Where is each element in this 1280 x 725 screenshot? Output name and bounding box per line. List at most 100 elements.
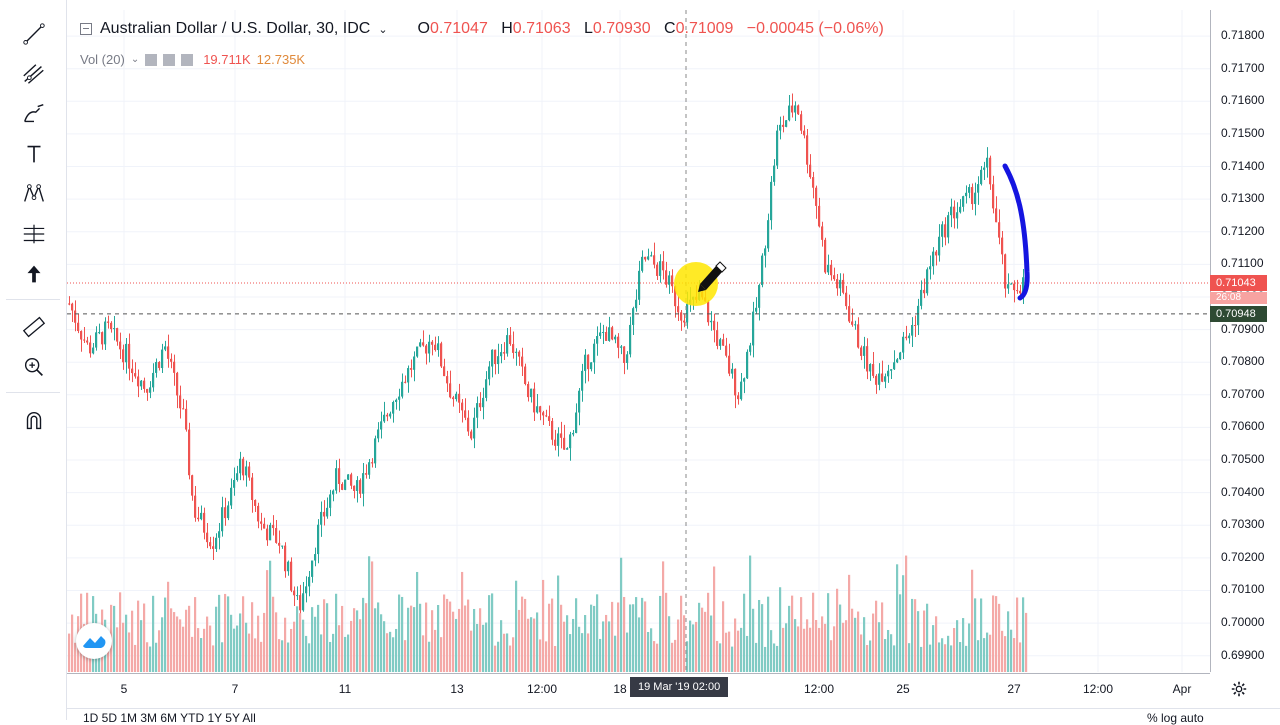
candle-body <box>941 224 944 237</box>
volume-bar <box>617 602 620 672</box>
candle-body <box>197 517 200 520</box>
candle-body <box>116 328 119 342</box>
measure-projection-icon[interactable] <box>17 217 51 251</box>
volume-bar <box>314 616 317 672</box>
ohlc-values: O0.71047 H0.71063 L0.70930 C0.71009 −0.0… <box>417 20 884 37</box>
volume-label[interactable]: Vol (20) <box>80 52 125 67</box>
candle-body <box>485 379 488 398</box>
scale-buttons[interactable]: % log auto <box>1147 711 1204 725</box>
volume-bar <box>827 593 830 672</box>
candle-body <box>416 346 419 357</box>
price-chart[interactable] <box>67 10 1210 672</box>
volume-bar <box>584 615 587 672</box>
candle-body <box>887 370 890 377</box>
candle-body <box>242 458 245 476</box>
volume-bar <box>581 633 584 672</box>
candle-body <box>530 388 533 398</box>
volume-bar <box>593 605 596 672</box>
time-axis[interactable]: 5 7 11 13 12:00 18 12:00 25 27 12:00 Apr <box>67 673 1210 708</box>
trend-line-icon[interactable] <box>17 17 51 51</box>
candle-body <box>356 480 359 491</box>
volume-bar <box>416 571 419 672</box>
volume-bar <box>533 618 536 672</box>
volume-bar <box>920 646 923 672</box>
volume-bar <box>380 614 383 672</box>
candle-body <box>251 477 254 501</box>
volume-bar <box>413 607 416 672</box>
volume-bar <box>149 646 152 672</box>
chevron-down-icon[interactable]: ⌄ <box>130 54 140 65</box>
tradingview-logo[interactable] <box>76 623 112 659</box>
volume-bar <box>524 598 527 672</box>
time-tick-label: 11 <box>338 682 352 696</box>
candle-body <box>206 532 209 543</box>
volume-bar <box>704 611 707 672</box>
price-tick-label: 0.71400 <box>1221 158 1265 173</box>
candle-body <box>986 157 989 168</box>
candle-body <box>407 368 410 383</box>
volume-bar <box>950 645 953 672</box>
volume-bar <box>191 636 194 672</box>
candle-body <box>293 590 296 596</box>
candle-body <box>578 390 581 413</box>
arrow-up-icon[interactable] <box>17 257 51 291</box>
volume-bar <box>692 624 695 672</box>
volume-bar <box>167 581 170 672</box>
gear-icon[interactable] <box>1226 677 1252 701</box>
ruler-icon[interactable] <box>17 310 51 344</box>
volume-bar <box>488 595 491 672</box>
candle-body <box>620 346 623 348</box>
symbol-title[interactable]: Australian Dollar / U.S. Dollar, 30, IDC <box>100 20 371 37</box>
candle-body <box>668 275 671 285</box>
candle-body <box>434 344 437 351</box>
candle-body <box>158 361 161 369</box>
candle-body <box>932 251 935 267</box>
text-icon[interactable] <box>17 137 51 171</box>
zoom-in-icon[interactable] <box>17 350 51 384</box>
candle-body <box>296 595 299 597</box>
collapse-legend-button[interactable] <box>80 23 92 35</box>
range-buttons[interactable]: 1D 5D 1M 3M 6M YTD 1Y 5Y All <box>83 711 256 725</box>
candle-body <box>515 351 518 353</box>
candle-body <box>107 321 110 323</box>
volume-bar <box>803 628 806 672</box>
volume-bar <box>278 639 281 672</box>
volume-bar <box>206 616 209 672</box>
candle-body <box>473 417 476 439</box>
volume-bar <box>281 640 284 672</box>
volume-bar <box>563 621 566 672</box>
candle-body <box>119 341 122 350</box>
candle-body <box>68 303 71 305</box>
volume-bar <box>956 620 959 672</box>
candle-body <box>110 322 113 330</box>
candle-body <box>146 388 149 393</box>
candle-body <box>188 429 191 476</box>
chevron-down-icon[interactable]: ⌄ <box>378 23 388 36</box>
pitchfork-icon[interactable] <box>17 57 51 91</box>
volume-bar <box>512 637 515 672</box>
volume-bar <box>908 643 911 672</box>
candle-body <box>71 303 74 311</box>
volume-bar <box>650 628 653 672</box>
candle-body <box>413 356 416 370</box>
chart-pane[interactable] <box>67 10 1210 672</box>
brush-icon[interactable] <box>17 97 51 131</box>
candle-body <box>992 184 995 209</box>
price-axis[interactable]: 0.71800 0.71700 0.71600 0.71500 0.71400 0.713… <box>1210 10 1280 672</box>
crosshair-time-label: 19 Mar '19 02:00 <box>630 677 729 697</box>
volume-bar <box>890 634 893 672</box>
volume-bar <box>215 606 218 672</box>
candle-body <box>161 349 164 369</box>
volume-bar <box>557 575 560 672</box>
settings-icon[interactable] <box>163 53 176 66</box>
candle-body <box>1022 277 1025 294</box>
pattern-icon[interactable] <box>17 177 51 211</box>
volume-value-2: 12.735K <box>256 52 306 67</box>
candle-body <box>137 376 140 387</box>
candle-body <box>839 279 842 289</box>
volume-bar <box>164 597 167 672</box>
close-icon[interactable] <box>181 53 194 66</box>
candle-body <box>311 560 314 577</box>
magnet-icon[interactable] <box>17 404 51 438</box>
eye-icon[interactable] <box>145 53 158 66</box>
